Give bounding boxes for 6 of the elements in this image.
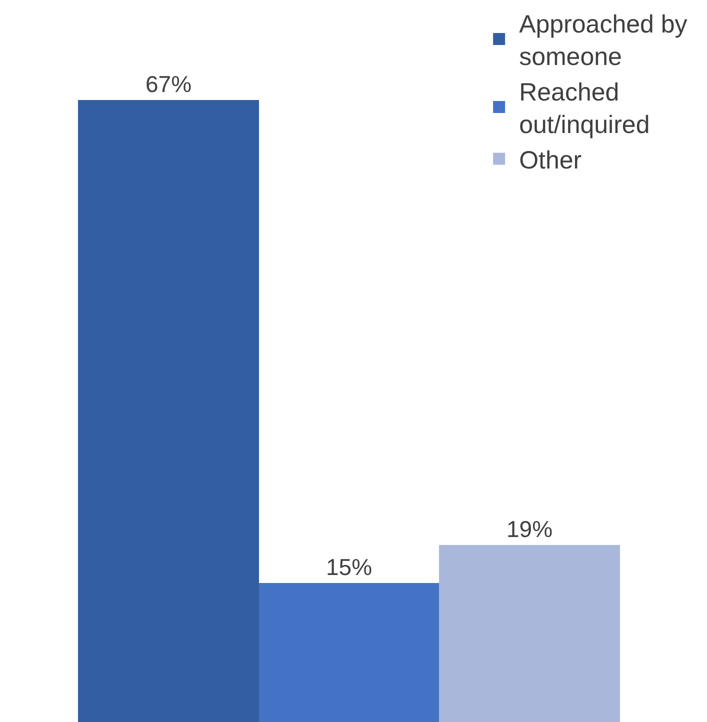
legend-label: Other <box>519 146 582 174</box>
data-label: 67% <box>145 71 192 97</box>
legend-label: Approached by someone <box>519 10 688 71</box>
data-label: 15% <box>326 554 372 580</box>
legend-label: Reached out/inquired <box>519 78 650 139</box>
data-label: 19% <box>506 516 553 542</box>
